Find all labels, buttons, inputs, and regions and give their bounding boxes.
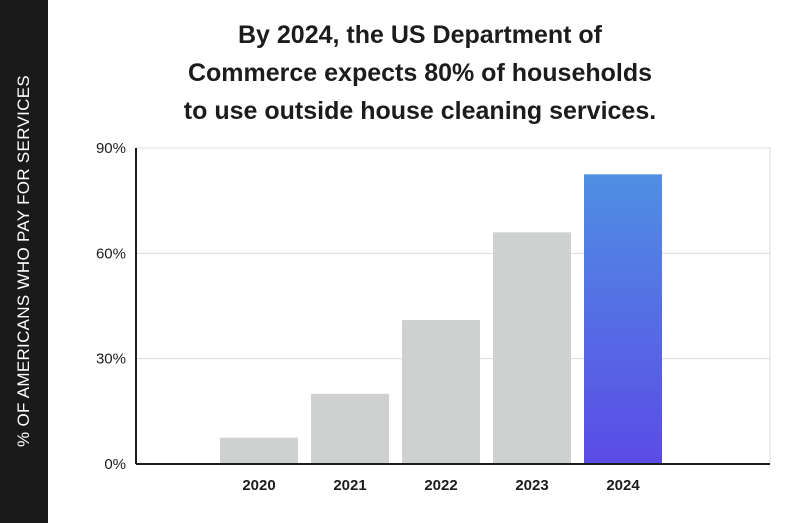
tick-layer: 0% 30% 60% 90% [96,140,126,473]
bar-layer [220,174,662,465]
x-tick-label: 2021 [333,477,366,494]
bar-2021 [311,393,389,464]
bar-2024 [584,174,662,465]
chart-title-line-1: By 2024, the US Department of [238,21,602,49]
chart-title-line-2: Commerce expects 80% of households [187,59,653,87]
axis-layer [135,148,770,465]
chart-title-line-3: to use outside house cleaning services. [183,97,657,125]
x-tick-label: 2020 [242,477,275,494]
x-tick-label: 2022 [424,477,457,494]
x-tick-label: 2024 [606,477,640,494]
y-axis-band: % OF AMERICANS WHO PAY FOR SERVICES [0,0,48,523]
x-tick-label: 2023 [515,477,548,494]
chart-title: By 2024, the US Department of Commerce e… [120,16,720,130]
y-tick-label: 60% [96,245,126,262]
y-tick-label: 30% [96,351,126,368]
y-tick-label: 90% [96,140,126,157]
category-layer: 2020 2021 2022 2023 2024 [242,477,640,494]
bar-2023 [493,232,571,464]
y-tick-label: 0% [104,456,126,473]
bar-2020 [220,437,298,464]
bar-2022 [402,320,480,464]
